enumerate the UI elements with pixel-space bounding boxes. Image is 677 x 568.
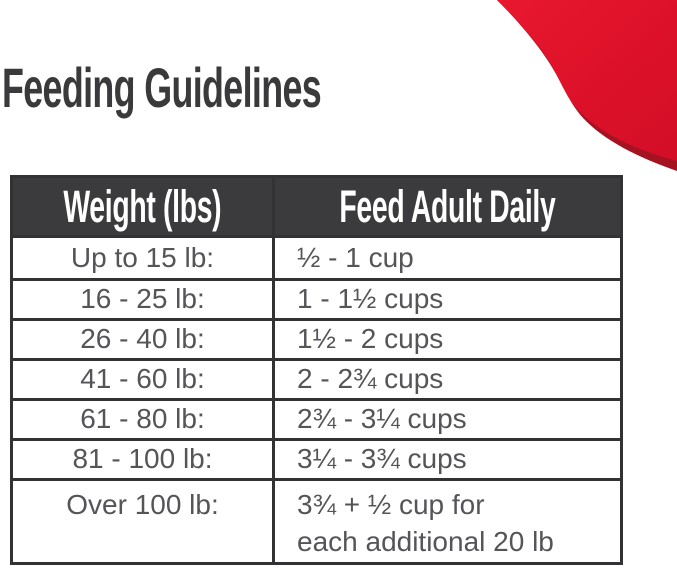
feed-cell: ½ - 1 cup: [272, 235, 623, 281]
feed-cell: 3¾ + ½ cup for each additional 20 lb: [272, 478, 623, 565]
feeding-guidelines-table: Weight (lbs) Feed Adult Daily Up to 15 l…: [10, 175, 623, 565]
feed-cell: 2¾ - 3¼ cups: [272, 398, 623, 441]
page-title: Feeding Guidelines: [2, 60, 501, 116]
page-title-text: Feeding Guidelines: [2, 56, 322, 119]
swoosh-dark-rim: [497, 0, 677, 171]
table-header: Weight (lbs) Feed Adult Daily: [10, 175, 623, 238]
feed-cell: 1 - 1½ cups: [272, 278, 623, 321]
weight-cell: 81 - 100 lb:: [10, 438, 275, 481]
weight-cell: 16 - 25 lb:: [10, 278, 275, 321]
table-body: Up to 15 lb: ½ - 1 cup 16 - 25 lb: 1 - 1…: [10, 235, 623, 565]
table-header-row: Weight (lbs) Feed Adult Daily: [10, 175, 623, 238]
table-row: 26 - 40 lb: 1½ - 2 cups: [10, 318, 623, 361]
table-row: Up to 15 lb: ½ - 1 cup: [10, 235, 623, 281]
table-row: 41 - 60 lb: 2 - 2¾ cups: [10, 358, 623, 401]
col-header-feed: Feed Adult Daily: [272, 175, 623, 238]
weight-cell: 26 - 40 lb:: [10, 318, 275, 361]
col-header-weight: Weight (lbs): [10, 175, 275, 238]
weight-cell: Up to 15 lb:: [10, 235, 275, 281]
col-header-weight-label: Weight (lbs): [63, 180, 222, 232]
weight-cell: Over 100 lb:: [10, 478, 275, 565]
col-header-feed-label: Feed Adult Daily: [339, 180, 556, 232]
table-row: 16 - 25 lb: 1 - 1½ cups: [10, 278, 623, 321]
feed-cell: 2 - 2¾ cups: [272, 358, 623, 401]
table-row: Over 100 lb: 3¾ + ½ cup for each additio…: [10, 478, 623, 565]
feed-cell: 3¼ - 3¾ cups: [272, 438, 623, 481]
table-row: 81 - 100 lb: 3¼ - 3¾ cups: [10, 438, 623, 481]
weight-cell: 61 - 80 lb:: [10, 398, 275, 441]
table-row: 61 - 80 lb: 2¾ - 3¼ cups: [10, 398, 623, 441]
feed-cell: 1½ - 2 cups: [272, 318, 623, 361]
weight-cell: 41 - 60 lb:: [10, 358, 275, 401]
swoosh-bright: [497, 0, 677, 161]
